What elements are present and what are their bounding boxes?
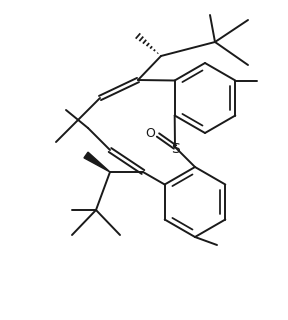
Text: O: O: [145, 126, 155, 140]
Text: S: S: [172, 142, 180, 156]
Polygon shape: [84, 152, 110, 172]
